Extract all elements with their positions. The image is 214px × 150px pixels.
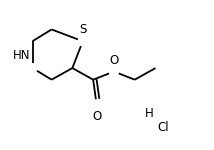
Text: S: S (79, 23, 86, 36)
Text: O: O (92, 110, 101, 123)
Text: H: H (145, 107, 154, 120)
Text: HN: HN (12, 49, 30, 62)
Text: Cl: Cl (158, 121, 169, 134)
Text: O: O (109, 54, 119, 67)
